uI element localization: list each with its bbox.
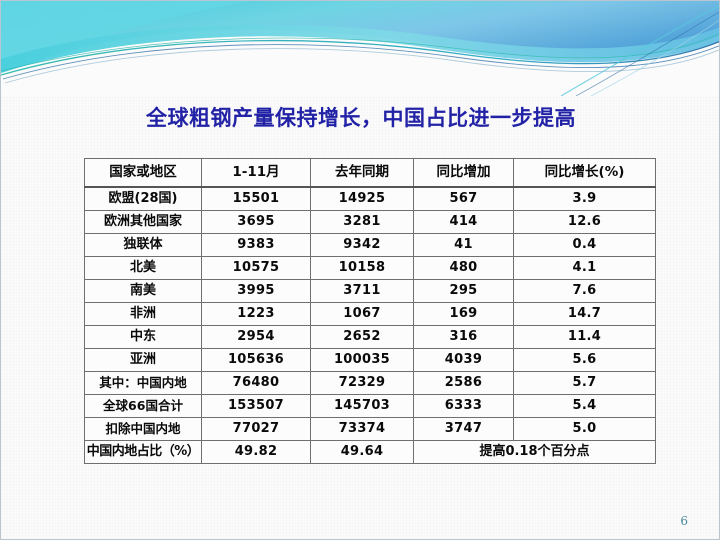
steel-production-table: 国家或地区 1-11月 去年同期 同比增加 同比增长(%) 欧盟(28国) 155… <box>84 158 656 464</box>
row-label: 非洲 <box>84 302 202 326</box>
table-row: 欧洲其他国家 3695 3281 414 12.6 <box>84 210 656 234</box>
row-value: 1223 <box>201 302 311 326</box>
row-value: 316 <box>413 325 514 349</box>
row-value: 10575 <box>201 256 311 280</box>
row-label: 独联体 <box>84 233 202 257</box>
row-value: 4039 <box>413 348 514 372</box>
row-value: 414 <box>413 210 514 234</box>
row-value: 5.7 <box>513 371 656 395</box>
table-row: 非洲 1223 1067 169 14.7 <box>84 302 656 326</box>
row-value: 3.9 <box>513 186 656 211</box>
row-value: 7.6 <box>513 279 656 303</box>
page-title: 全球粗钢产量保持增长，中国占比进一步提高 <box>146 106 576 130</box>
row-value: 9342 <box>310 233 414 257</box>
row-value: 10158 <box>310 256 414 280</box>
row-value: 14925 <box>310 186 414 211</box>
row-label: 扣除中国内地 <box>84 417 202 441</box>
table-row: 其中：中国内地 76480 72329 2586 5.7 <box>84 371 656 395</box>
table-header-row: 国家或地区 1-11月 去年同期 同比增加 同比增长(%) <box>84 158 656 188</box>
table-row: 欧盟(28国) 15501 14925 567 3.9 <box>84 186 656 211</box>
page-number: 6 <box>680 514 688 528</box>
row-value: 5.6 <box>513 348 656 372</box>
row-value: 12.6 <box>513 210 656 234</box>
row-value: 5.0 <box>513 417 656 441</box>
row-value: 15501 <box>201 186 311 211</box>
footer-label: 中国内地占比（%） <box>84 440 202 464</box>
row-label: 北美 <box>84 256 202 280</box>
table-row: 扣除中国内地 77027 73374 3747 5.0 <box>84 417 656 441</box>
row-value: 4.1 <box>513 256 656 280</box>
row-value: 145703 <box>310 394 414 418</box>
table-body: 欧盟(28国) 15501 14925 567 3.9 欧洲其他国家 3695 3281 414… <box>84 186 656 464</box>
column-header-yoy-growth-pct: 同比增长(%) <box>513 158 656 188</box>
table-row: 独联体 9383 9342 41 0.4 <box>84 233 656 257</box>
table-row: 南美 3995 3711 295 7.6 <box>84 279 656 303</box>
row-value: 2954 <box>201 325 311 349</box>
table-footer-row: 中国内地占比（%） 49.82 49.64 提高0.18个百分点 <box>84 440 656 464</box>
column-header-yoy-increase: 同比增加 <box>413 158 514 188</box>
row-value: 0.4 <box>513 233 656 257</box>
row-label: 亚洲 <box>84 348 202 372</box>
row-label: 欧盟(28国) <box>84 186 202 211</box>
row-value: 9383 <box>201 233 311 257</box>
row-value: 153507 <box>201 394 311 418</box>
column-header-last-year: 去年同期 <box>310 158 414 188</box>
row-value: 14.7 <box>513 302 656 326</box>
decorative-wave-banner <box>1 1 719 96</box>
row-value: 105636 <box>201 348 311 372</box>
row-value: 3747 <box>413 417 514 441</box>
row-value: 5.4 <box>513 394 656 418</box>
row-value: 3695 <box>201 210 311 234</box>
row-value: 76480 <box>201 371 311 395</box>
row-value: 11.4 <box>513 325 656 349</box>
row-value: 169 <box>413 302 514 326</box>
row-value: 1067 <box>310 302 414 326</box>
row-value: 3995 <box>201 279 311 303</box>
table-row: 全球66国合计 153507 145703 6333 5.4 <box>84 394 656 418</box>
row-label: 其中：中国内地 <box>84 371 202 395</box>
footer-previous-share: 49.64 <box>310 440 414 464</box>
row-value: 77027 <box>201 417 311 441</box>
row-value: 6333 <box>413 394 514 418</box>
row-label: 全球66国合计 <box>84 394 202 418</box>
row-value: 295 <box>413 279 514 303</box>
row-label: 中东 <box>84 325 202 349</box>
footer-current-share: 49.82 <box>201 440 311 464</box>
row-value: 567 <box>413 186 514 211</box>
row-value: 100035 <box>310 348 414 372</box>
row-label: 南美 <box>84 279 202 303</box>
row-value: 3281 <box>310 210 414 234</box>
row-value: 41 <box>413 233 514 257</box>
row-label: 欧洲其他国家 <box>84 210 202 234</box>
row-value: 72329 <box>310 371 414 395</box>
column-header-region: 国家或地区 <box>84 158 202 188</box>
table-row: 亚洲 105636 100035 4039 5.6 <box>84 348 656 372</box>
row-value: 2652 <box>310 325 414 349</box>
footer-note: 提高0.18个百分点 <box>413 440 656 464</box>
table-row: 中东 2954 2652 316 11.4 <box>84 325 656 349</box>
row-value: 2586 <box>413 371 514 395</box>
column-header-jan-nov: 1-11月 <box>201 158 311 188</box>
table-row: 北美 10575 10158 480 4.1 <box>84 256 656 280</box>
row-value: 73374 <box>310 417 414 441</box>
row-value: 480 <box>413 256 514 280</box>
row-value: 3711 <box>310 279 414 303</box>
